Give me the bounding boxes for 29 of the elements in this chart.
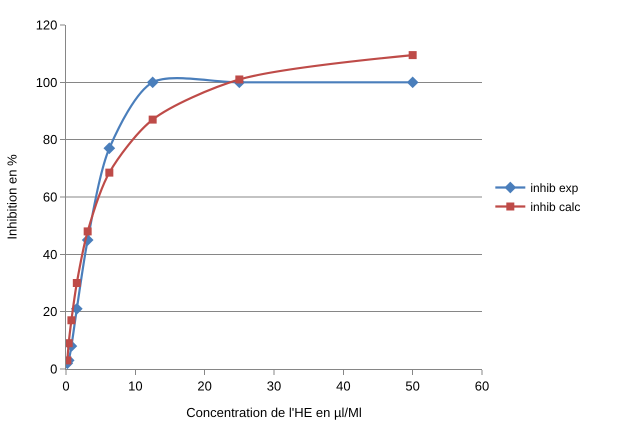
x-tick-label: 50 xyxy=(405,378,420,394)
y-tick-label: 60 xyxy=(42,190,58,205)
x-tick-label: 30 xyxy=(266,378,282,394)
x-tick-label: 10 xyxy=(128,378,143,394)
point xyxy=(406,76,419,88)
x-tick-label: 60 xyxy=(474,378,490,394)
x-axis-title: Concentration de l'HE en µl/Ml xyxy=(186,405,362,420)
y-tick-label: 120 xyxy=(36,18,58,33)
x-tick-label: 0 xyxy=(62,378,70,394)
point xyxy=(67,316,76,324)
y-tick-label: 100 xyxy=(36,74,58,90)
x-tick-label: 20 xyxy=(197,378,212,394)
point xyxy=(66,339,73,348)
y-axis-title: Inhibition en % xyxy=(4,154,20,240)
point xyxy=(408,51,417,60)
legend-label: inhib calc xyxy=(530,200,580,214)
point xyxy=(84,227,92,236)
legend-label: inhib exp xyxy=(530,181,579,196)
point xyxy=(72,279,81,287)
y-tick-label: 40 xyxy=(42,246,58,262)
y-tick-label: 80 xyxy=(42,132,58,148)
y-tick-label: 0 xyxy=(50,362,58,377)
y-tick-label: 20 xyxy=(42,304,58,320)
point xyxy=(235,75,244,84)
point xyxy=(148,116,157,124)
x-tick-label: 40 xyxy=(336,378,351,394)
point xyxy=(146,76,159,88)
point xyxy=(103,142,116,154)
point xyxy=(105,168,114,177)
